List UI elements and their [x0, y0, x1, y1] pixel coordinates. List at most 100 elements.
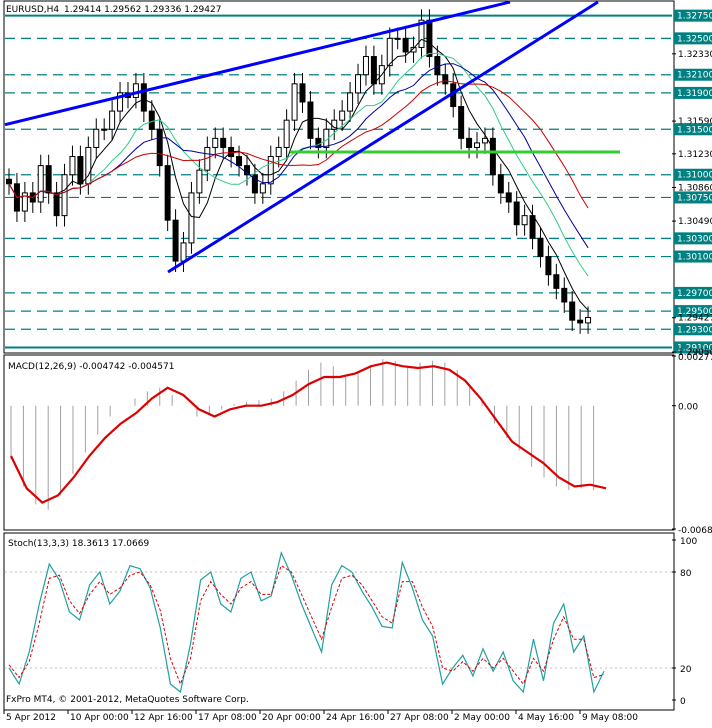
candle-body — [291, 83, 298, 121]
time-tick-label: 9 May 08:00 — [582, 713, 638, 723]
time-tick-label: 12 Apr 16:00 — [134, 713, 193, 723]
time-axis: 5 Apr 2012 10 Apr 00:00 12 Apr 16:00 17 Apr… — [3, 710, 638, 723]
price-tag-label: 1.30750 — [677, 193, 712, 203]
moving-average-line — [8, 38, 589, 311]
symbol-label: EURUSD,H4 — [6, 5, 59, 15]
price-tag-box — [674, 305, 712, 318]
candle-body — [45, 165, 52, 194]
time-tick-label: 27 Apr 08:00 — [390, 713, 449, 723]
price-tag-label: 1.31900 — [677, 89, 712, 99]
candle-body — [315, 137, 322, 148]
candle-body — [196, 169, 203, 194]
candle-body — [6, 178, 12, 185]
price-tag-box — [674, 323, 712, 336]
candle-body — [481, 137, 488, 144]
candle-body — [426, 19, 433, 58]
candle-body — [164, 165, 171, 221]
candle-body — [101, 128, 108, 131]
candle-body — [362, 56, 369, 76]
price-tag-label: 1.31500 — [677, 125, 712, 135]
stoch-header-label: Stoch(13,3,3) 18.3613 17.0669 — [8, 539, 149, 549]
candle-body — [529, 215, 536, 239]
macd-tick-label: 0.00277 — [678, 353, 712, 363]
price-tag-box — [674, 32, 712, 45]
price-chart-group: 1.32750 1.32500 1.32330 1.32100 1.31900 1.315… — [4, 0, 712, 358]
macd-tick-label: -0.00687 — [678, 526, 712, 536]
price-tag-box — [674, 191, 712, 204]
candle-body — [117, 92, 124, 112]
candle-body — [370, 56, 377, 85]
candle-body — [561, 287, 568, 303]
candle-body — [156, 128, 163, 167]
macd-panel[interactable] — [3, 354, 675, 531]
price-tag-box — [674, 341, 712, 354]
time-tick-label: 2 May 00:00 — [454, 713, 510, 723]
price-tag-label: 1.30100 — [677, 253, 712, 263]
stoch-tick-label: 100 — [680, 537, 697, 547]
candle-body — [109, 110, 116, 130]
candle-body — [577, 319, 584, 324]
stoch-chart-group: 100 80 20 0 — [5, 537, 697, 707]
upper-trendline — [4, 0, 511, 127]
time-tick-label: 17 Apr 08:00 — [198, 713, 257, 723]
price-tag-label: 1.32100 — [677, 71, 712, 81]
time-tick-label: 24 Apr 16:00 — [326, 713, 385, 723]
candle-body — [394, 37, 401, 40]
price-tag-label: 1.30300 — [677, 234, 712, 244]
price-tag-box — [674, 123, 712, 136]
candle-body — [458, 106, 465, 139]
lower-trendline — [167, 0, 599, 274]
candle-body — [236, 156, 243, 167]
candle-body — [267, 156, 274, 185]
stoch-tick-label: 0 — [680, 697, 686, 707]
candle-body — [61, 174, 68, 217]
price-tag-label: 1.29700 — [677, 289, 712, 299]
candle-body — [275, 146, 282, 158]
candle-body — [513, 201, 520, 226]
price-panel[interactable] — [3, 0, 675, 354]
candle-body — [386, 37, 393, 67]
candle-body — [132, 83, 139, 98]
price-tag-box — [674, 168, 712, 181]
candle-body — [307, 101, 314, 139]
price-tick-label: 1.29427 — [678, 314, 712, 324]
candle-body — [172, 219, 179, 262]
candle-body — [53, 192, 60, 217]
price-tick-label: 1.29050 — [678, 348, 712, 358]
price-tag-box — [674, 68, 712, 81]
candle-body — [220, 137, 227, 148]
candle-body — [505, 192, 512, 203]
candle-body — [418, 19, 425, 48]
price-tag-box — [674, 232, 712, 245]
candle-body — [148, 110, 155, 130]
candle-body — [180, 242, 187, 262]
candle-body — [243, 165, 250, 176]
candle-body — [347, 92, 354, 112]
price-tick-label: 1.31230 — [678, 150, 712, 160]
candle-body — [553, 274, 560, 289]
price-tag-label: 1.29100 — [677, 343, 712, 353]
price-tag-label: 1.29500 — [677, 307, 712, 317]
candle-body — [466, 137, 473, 148]
price-tag-box — [674, 286, 712, 299]
candle-body — [21, 192, 28, 212]
time-tick-label: 5 Apr 2012 — [6, 713, 56, 723]
candle-body — [85, 146, 92, 185]
candle-body — [283, 119, 290, 148]
macd-header-label: MACD(12,26,9) -0.004742 -0.004571 — [8, 362, 174, 372]
candle-body — [497, 174, 504, 194]
candle-body — [77, 156, 84, 185]
candle-body — [140, 83, 147, 112]
stoch-panel[interactable] — [3, 532, 675, 711]
candle-body — [69, 156, 76, 176]
time-tick-label: 20 Apr 00:00 — [262, 713, 321, 723]
candle-body — [251, 174, 258, 194]
candle-body — [537, 237, 544, 258]
macd-chart-group: 0.00277 0.00 -0.00687 — [10, 353, 712, 536]
price-tag-box — [674, 250, 712, 263]
candle-body — [489, 137, 496, 176]
candle-body — [188, 192, 195, 244]
candle-body — [585, 316, 592, 324]
